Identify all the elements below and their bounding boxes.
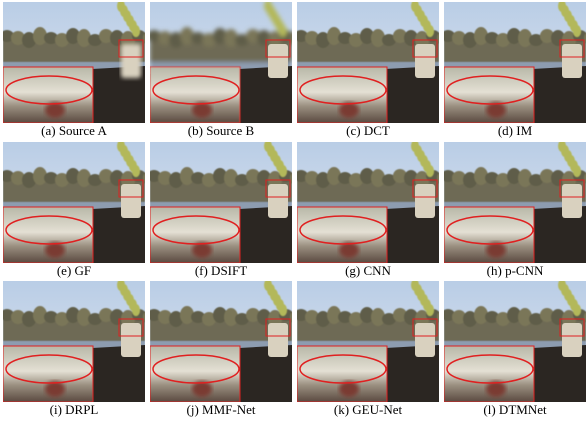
cup	[415, 323, 435, 357]
willow	[132, 25, 140, 37]
image-panel	[147, 0, 304, 123]
willow	[426, 165, 434, 177]
cup	[268, 44, 288, 78]
inset	[3, 346, 93, 402]
cup	[562, 44, 582, 78]
willow	[132, 304, 140, 316]
cup	[415, 184, 435, 218]
cup	[268, 323, 288, 357]
panel-caption: (f) DSIFT	[195, 263, 247, 278]
willow	[279, 25, 287, 37]
image-panel	[294, 0, 451, 123]
cup	[268, 184, 288, 218]
cup	[121, 184, 141, 218]
inset	[297, 207, 387, 263]
panel-caption: (e) GF	[57, 263, 91, 278]
panel-caption: (l) DTMNet	[483, 402, 547, 417]
panel-caption: (i) DRPL	[50, 402, 99, 417]
cup	[121, 44, 141, 78]
image-panel	[441, 0, 587, 123]
willow	[279, 304, 287, 316]
willow	[426, 304, 434, 316]
willow	[426, 25, 434, 37]
cup	[562, 184, 582, 218]
inset	[150, 67, 240, 123]
panel-caption: (g) CNN	[345, 263, 391, 278]
inset	[297, 346, 387, 402]
willow	[573, 304, 581, 316]
inset	[3, 207, 93, 263]
image-panel	[147, 279, 304, 402]
willow	[573, 25, 581, 37]
panel-caption: (b) Source B	[188, 123, 255, 138]
cup	[121, 323, 141, 357]
panel-caption: (k) GEU-Net	[334, 402, 403, 417]
willow	[132, 165, 140, 177]
panel-caption: (j) MMF-Net	[187, 402, 256, 417]
inset	[444, 346, 534, 402]
willow	[573, 165, 581, 177]
image-panel	[0, 0, 157, 123]
inset	[297, 67, 387, 123]
image-panel	[294, 140, 451, 263]
panel-caption: (d) IM	[498, 123, 533, 138]
willow	[279, 165, 287, 177]
inset	[444, 207, 534, 263]
cup	[562, 323, 582, 357]
inset	[3, 67, 93, 123]
inset	[150, 346, 240, 402]
image-panel	[147, 140, 304, 263]
figure: (a) Source A (b) Source B (c) DCT (d) IM (e)…	[0, 0, 587, 417]
panel-caption: (h) p-CNN	[487, 263, 544, 278]
inset	[444, 67, 534, 123]
image-panel	[0, 140, 157, 263]
panel-caption: (c) DCT	[346, 123, 390, 138]
image-panel	[441, 279, 587, 402]
panel-caption: (a) Source A	[41, 123, 107, 138]
cup	[415, 44, 435, 78]
image-panel	[294, 279, 451, 402]
image-panel	[0, 279, 157, 402]
image-panel	[441, 140, 587, 263]
inset	[150, 207, 240, 263]
